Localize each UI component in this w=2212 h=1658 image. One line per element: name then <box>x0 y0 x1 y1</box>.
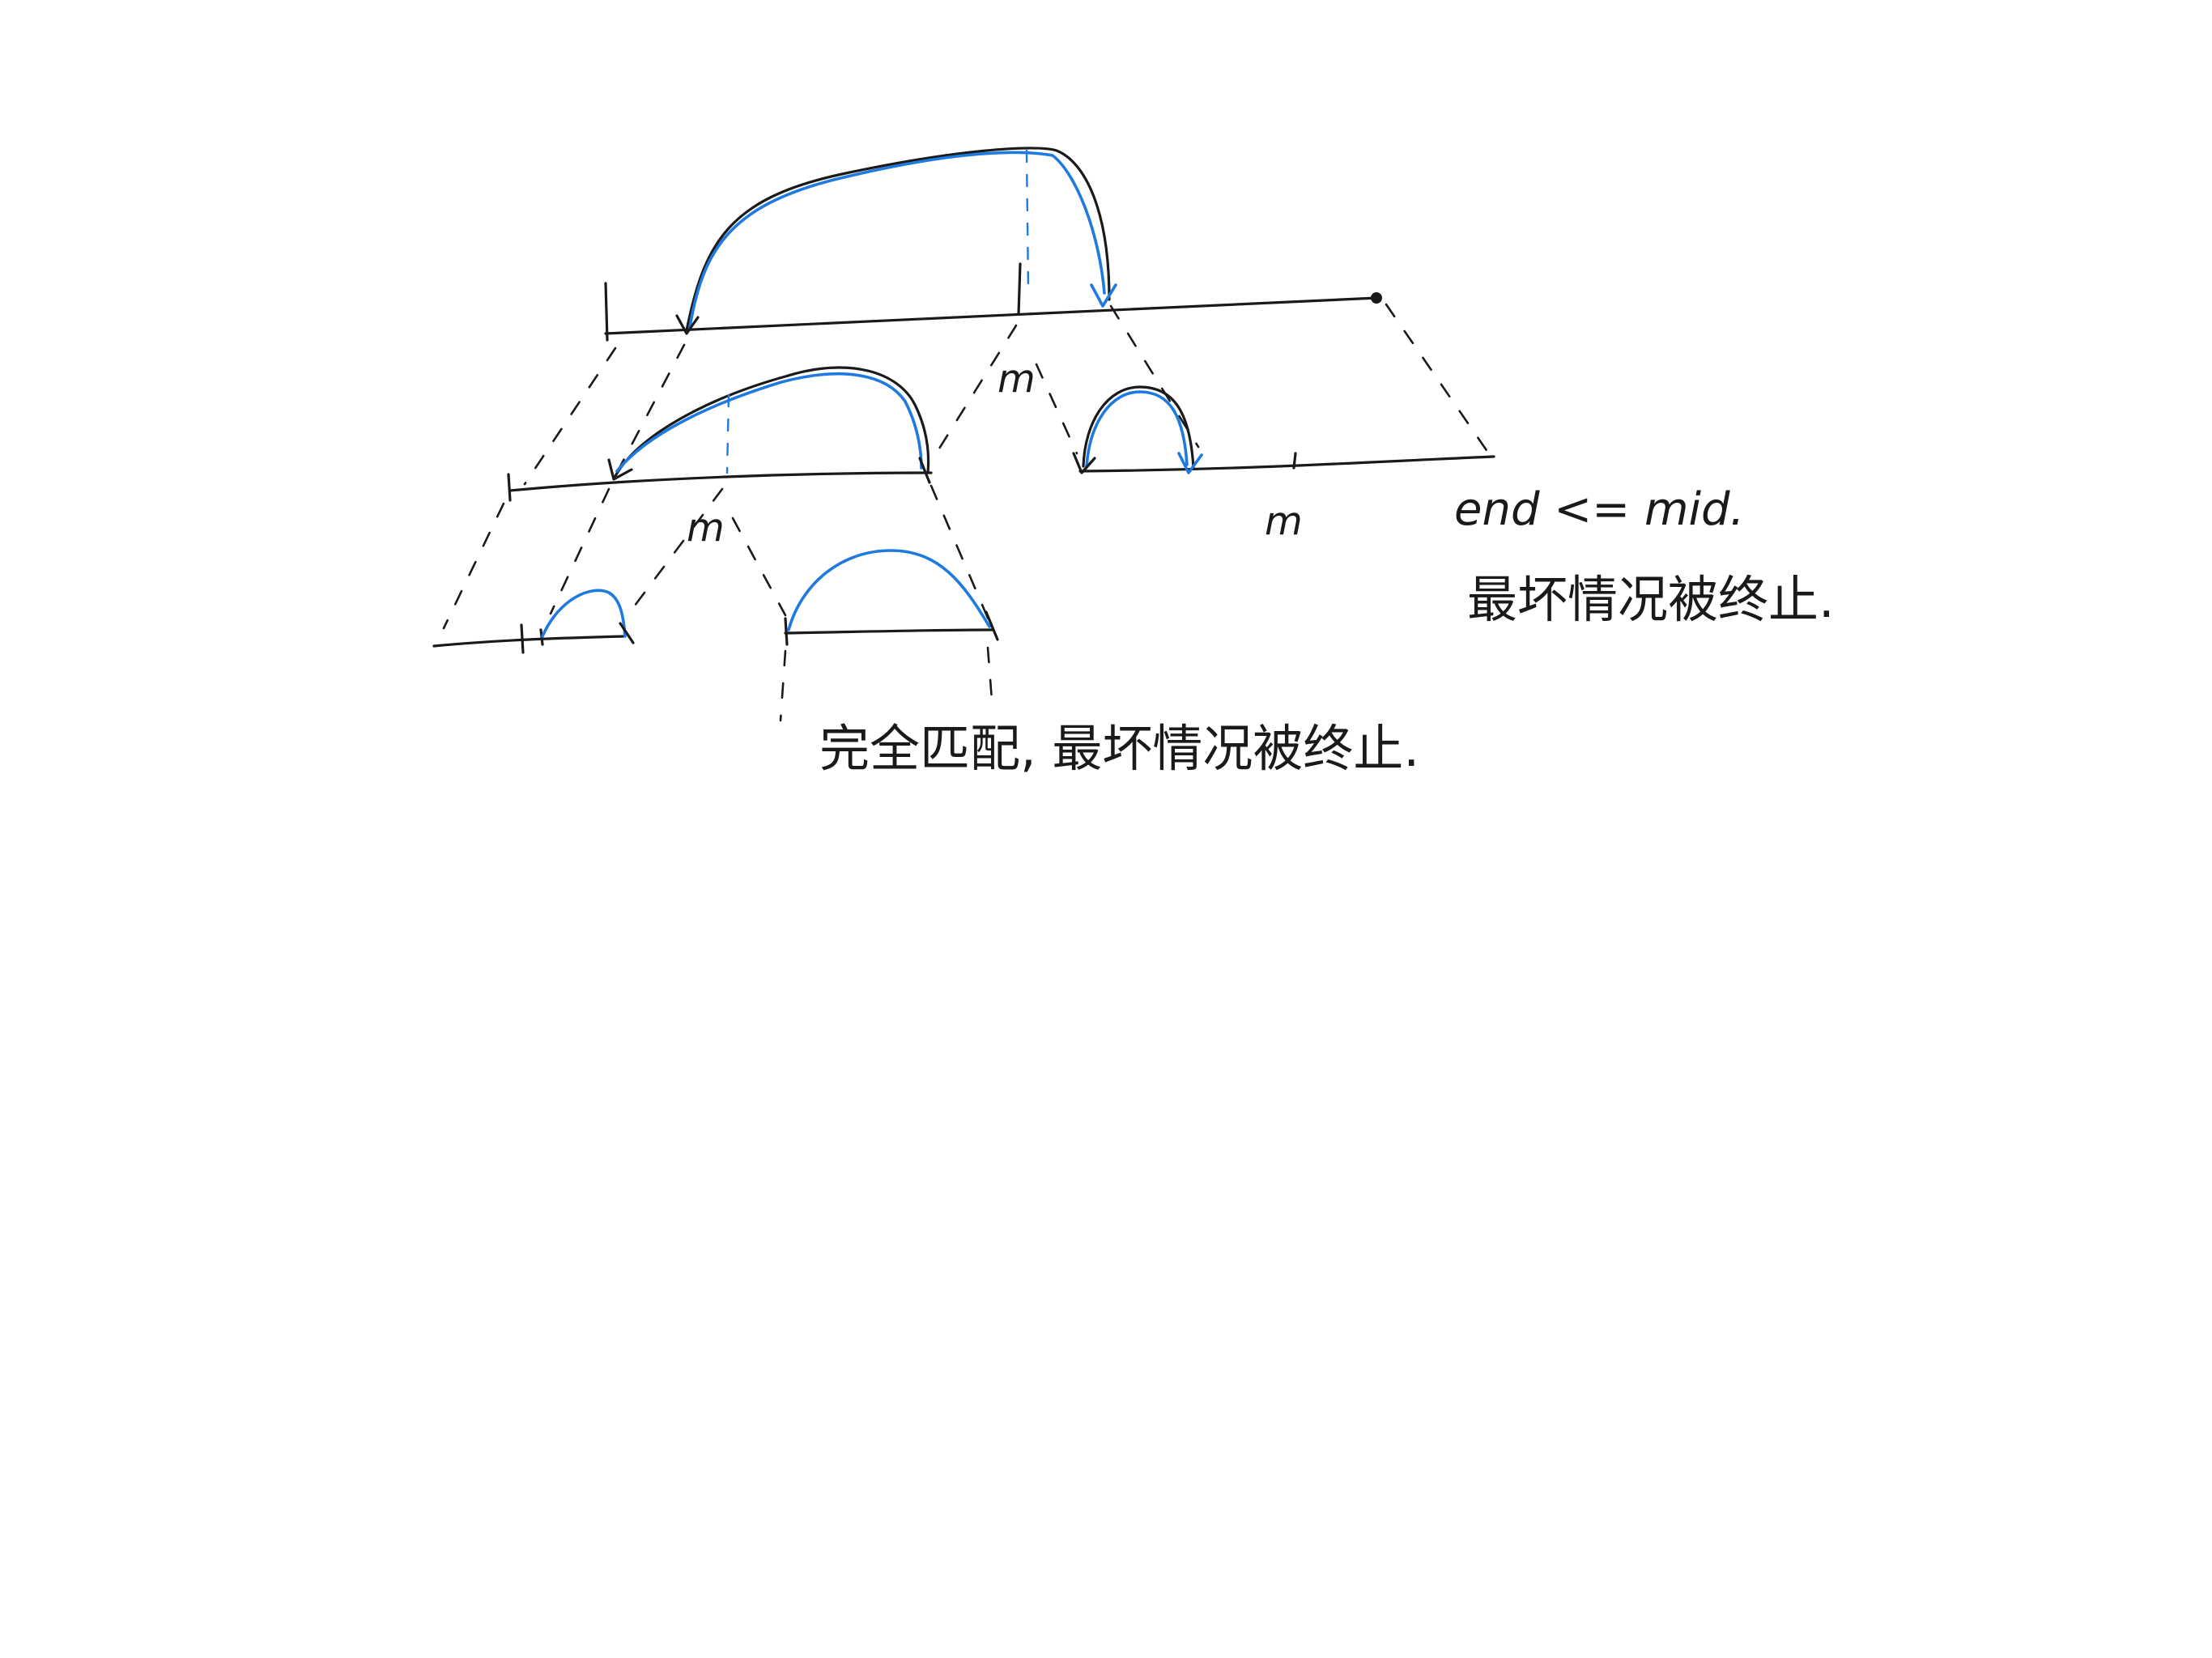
connector-arc-right <box>1109 304 1200 449</box>
level-1-baseline <box>604 296 1378 335</box>
connector-end <box>1385 303 1491 457</box>
level-3-right-arc-blue <box>787 549 991 631</box>
level-3-right-baseline <box>784 628 994 635</box>
level-2-right-baseline <box>1078 455 1495 473</box>
level-2-right-arrow-right <box>1177 452 1203 474</box>
level-2-right-arc-blue <box>1085 390 1189 468</box>
connector-left-outer <box>523 346 617 486</box>
connectors-l1-l2 <box>523 303 1491 486</box>
level-3-right <box>779 549 999 722</box>
level-2-left <box>507 366 933 502</box>
connector-l3-inner <box>549 487 610 615</box>
level-2-left-tick <box>507 473 512 502</box>
connector-l3-mid-left <box>623 487 724 620</box>
level-3-right-drop-left <box>779 649 787 722</box>
level-1-left-tick <box>604 282 609 342</box>
label-end-condition: end <= mid. <box>1454 483 1744 536</box>
connector-l3-mid-right <box>731 517 787 617</box>
label-mid-level2-left: m <box>687 505 725 551</box>
level-1-arc-blue <box>688 151 1106 329</box>
level-2-left-end-mark <box>918 457 931 484</box>
level-2-right-arrow-left <box>1072 452 1096 474</box>
label-mid-level2-right: m <box>1265 499 1303 544</box>
level-1-arc-black <box>685 147 1111 332</box>
level-2-left-arc-blue <box>615 372 923 473</box>
connector-left-inner <box>617 343 686 471</box>
level-2-right-arc-black <box>1082 385 1195 470</box>
level-1-arrow-left <box>675 314 700 335</box>
level-3-right-tick <box>784 617 789 646</box>
connectors-l2-l3 <box>442 484 991 630</box>
connector-l3-arc-end <box>929 484 991 623</box>
level-2-right-mid-tick <box>1292 452 1297 470</box>
level-3-left-baseline <box>432 635 625 648</box>
connector-l3-outer <box>442 502 505 630</box>
label-worst-case-right: 最坏情况被终止. <box>1467 570 1835 629</box>
level-1-mid-tick <box>1017 262 1022 316</box>
connector-mid-left <box>929 324 1018 463</box>
level-3-left-end-mark <box>619 622 635 644</box>
level-3-left-arc-blue <box>541 589 627 638</box>
label-full-match-note: 完全匹配, 最坏情况被终止. <box>819 719 1419 778</box>
level-3-left <box>432 589 635 654</box>
level-1-arrow-right <box>1090 283 1117 308</box>
label-mid-top: m <box>998 356 1036 402</box>
level-2-right <box>1072 385 1495 474</box>
level-2-left-baseline <box>508 471 933 492</box>
level-2-left-arrow <box>607 458 633 481</box>
level-1 <box>604 147 1382 342</box>
connector-mid-right <box>1035 363 1078 455</box>
level-1-mid-guide-blue <box>1025 149 1030 293</box>
level-1-end-dot <box>1371 292 1382 304</box>
level-2-left-mid-guide-blue <box>725 393 730 474</box>
level-3-right-end-mark <box>985 610 999 641</box>
level-2-left-arc-black <box>614 366 930 478</box>
level-3-left-tick <box>520 623 525 654</box>
level-3-right-drop-right <box>986 646 994 712</box>
